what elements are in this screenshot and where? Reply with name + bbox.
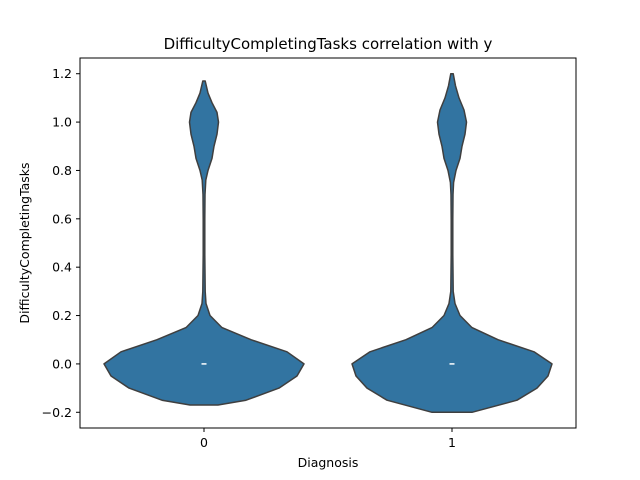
y-axis-label: DifficultyCompletingTasks	[17, 162, 32, 323]
y-tick-label: 1.2	[52, 66, 72, 81]
violin-1	[351, 72, 553, 414]
x-tick-label: 1	[448, 435, 456, 450]
violin-0	[103, 80, 305, 406]
violins	[103, 72, 553, 414]
y-tick-label: 0.4	[52, 260, 72, 275]
y-tick-label: 0.0	[52, 356, 72, 371]
chart-title: DifficultyCompletingTasks correlation wi…	[164, 35, 493, 53]
y-tick-label: −0.2	[42, 405, 72, 420]
y-tick-label: 0.8	[52, 163, 72, 178]
x-axis-label: Diagnosis	[298, 455, 359, 470]
x-tick-label: 0	[200, 435, 208, 450]
y-tick-label: 0.6	[52, 211, 72, 226]
y-tick-label: 0.2	[52, 308, 72, 323]
plot-frame	[79, 57, 577, 429]
y-axis: −0.2 0.0 0.2 0.4 0.6 0.8 1.0 1.2	[42, 66, 80, 420]
y-tick-label: 1.0	[52, 115, 72, 130]
